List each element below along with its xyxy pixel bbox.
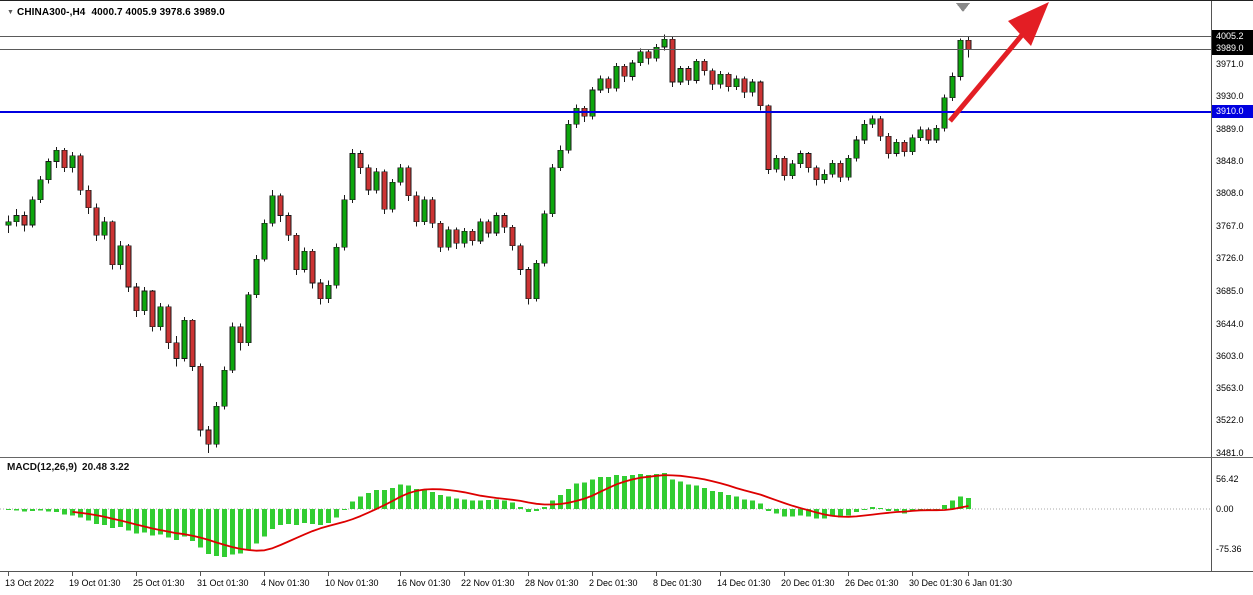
macd-axis-label: -75.36 bbox=[1216, 544, 1242, 554]
time-axis-label: 10 Nov 01:30 bbox=[325, 578, 379, 588]
chart-title: ▼ CHINA300-,H4 4000.7 4005.9 3978.6 3989.0 bbox=[7, 7, 225, 18]
chart-symbol-label: CHINA300-,H4 bbox=[17, 7, 86, 18]
time-axis-label: 22 Nov 01:30 bbox=[461, 578, 515, 588]
price-axis[interactable]: 4005.2 3989.0 3910.0 3971.0 3930.0 3889.0 3848… bbox=[1211, 1, 1253, 458]
time-axis-tick bbox=[136, 572, 137, 576]
time-axis-tick bbox=[8, 572, 9, 576]
macd-histogram-series bbox=[6, 472, 971, 557]
price-axis-label: 3726.0 bbox=[1216, 253, 1244, 263]
price-axis-label: 3603.0 bbox=[1216, 351, 1244, 361]
time-axis-tick bbox=[912, 572, 913, 576]
macd-values: 20.48 3.22 bbox=[82, 462, 130, 473]
macd-name: MACD(12,26,9) bbox=[7, 462, 78, 473]
time-axis-label: 6 Jan 01:30 bbox=[965, 578, 1013, 588]
chart-quote-ohlc: 4000.7 4005.9 3978.6 3989.0 bbox=[91, 7, 225, 18]
time-axis-label: 13 Oct 2022 bbox=[5, 578, 55, 588]
time-axis[interactable]: 13 Oct 2022 19 Oct 01:30 25 Oct 01:30 31 Oc… bbox=[0, 571, 1253, 595]
time-axis-tick bbox=[968, 572, 969, 576]
price-chart[interactable] bbox=[0, 1, 1211, 457]
time-axis-tick bbox=[656, 572, 657, 576]
time-axis-label: 2 Dec 01:30 bbox=[589, 578, 638, 588]
time-axis-tick bbox=[328, 572, 329, 576]
time-axis-tick bbox=[720, 572, 721, 576]
macd-indicator-label: MACD(12,26,9) 20.48 3.22 bbox=[7, 462, 134, 473]
price-axis-label: 3848.0 bbox=[1216, 156, 1244, 166]
time-axis-label: 25 Oct 01:30 bbox=[133, 578, 185, 588]
price-axis-label: 3808.0 bbox=[1216, 188, 1244, 198]
high-level-line-tag[interactable]: 4005.2 bbox=[1212, 30, 1253, 43]
price-axis-label: 3644.0 bbox=[1216, 319, 1244, 329]
time-axis-tick bbox=[400, 572, 401, 576]
time-axis-label: 8 Dec 01:30 bbox=[653, 578, 702, 588]
candlestick-series bbox=[5, 34, 972, 453]
panel-separator[interactable] bbox=[0, 457, 1253, 458]
chart-shift-marker[interactable] bbox=[956, 3, 970, 12]
macd-axis-label: 0.00 bbox=[1216, 504, 1234, 514]
time-axis-label: 19 Oct 01:30 bbox=[69, 578, 121, 588]
price-axis-label: 3522.0 bbox=[1216, 415, 1244, 425]
time-axis-tick bbox=[464, 572, 465, 576]
time-axis-label: 16 Nov 01:30 bbox=[397, 578, 451, 588]
time-axis-label: 31 Oct 01:30 bbox=[197, 578, 249, 588]
time-axis-label: 20 Dec 01:30 bbox=[781, 578, 835, 588]
macd-chart[interactable] bbox=[0, 458, 1211, 571]
price-axis-label: 3767.0 bbox=[1216, 221, 1244, 231]
time-axis-label: 4 Nov 01:30 bbox=[261, 578, 310, 588]
chart-dropdown-icon[interactable]: ▼ bbox=[7, 9, 15, 16]
time-axis-tick bbox=[592, 572, 593, 576]
macd-axis-label: 56.42 bbox=[1216, 474, 1239, 484]
price-axis-label: 3685.0 bbox=[1216, 286, 1244, 296]
time-axis-tick bbox=[200, 572, 201, 576]
support-line-tag[interactable]: 3910.0 bbox=[1212, 105, 1253, 118]
time-axis-tick bbox=[848, 572, 849, 576]
price-axis-label: 3481.0 bbox=[1216, 448, 1244, 458]
bid-price-line-tag[interactable]: 3989.0 bbox=[1212, 42, 1253, 55]
time-axis-label: 26 Dec 01:30 bbox=[845, 578, 899, 588]
time-axis-label: 30 Dec 01:30 bbox=[909, 578, 963, 588]
macd-axis[interactable]: 56.42 0.00 -75.36 bbox=[1211, 458, 1253, 571]
horizontal-lines[interactable] bbox=[0, 36, 1211, 114]
time-axis-label: 28 Nov 01:30 bbox=[525, 578, 579, 588]
trend-arrow-annotation[interactable] bbox=[948, 2, 1049, 123]
time-axis-tick bbox=[72, 572, 73, 576]
macd-signal-line bbox=[72, 474, 969, 552]
price-axis-label: 3971.0 bbox=[1216, 59, 1244, 69]
time-axis-tick bbox=[264, 572, 265, 576]
time-axis-tick bbox=[784, 572, 785, 576]
price-axis-label: 3889.0 bbox=[1216, 124, 1244, 134]
time-axis-label: 14 Dec 01:30 bbox=[717, 578, 771, 588]
price-axis-label: 3930.0 bbox=[1216, 91, 1244, 101]
price-axis-label: 3563.0 bbox=[1216, 383, 1244, 393]
time-axis-tick bbox=[528, 572, 529, 576]
